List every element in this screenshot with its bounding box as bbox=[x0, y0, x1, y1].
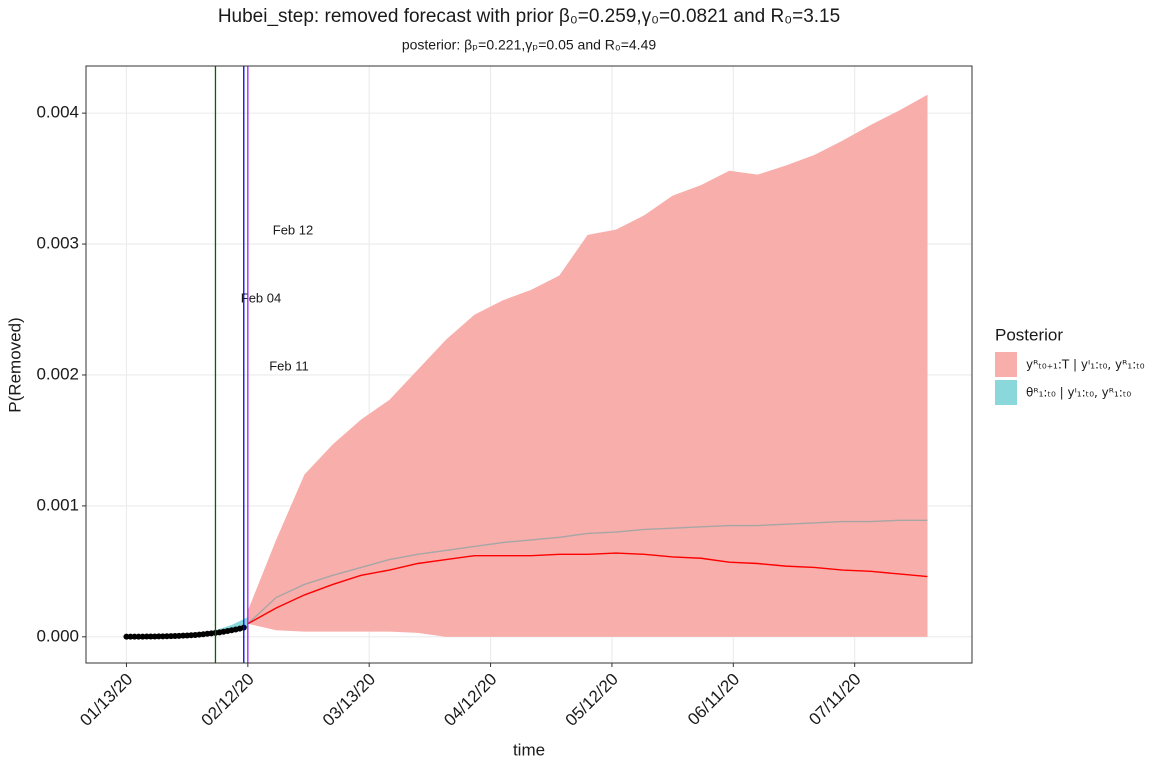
annotation: Feb 04 bbox=[241, 290, 281, 305]
annotation: Feb 11 bbox=[269, 358, 309, 373]
y-tick-label: 0.004 bbox=[36, 103, 79, 122]
line bbox=[247, 519, 928, 625]
y-tick-label: 0.003 bbox=[36, 234, 79, 253]
y-tick-label: 0.002 bbox=[36, 364, 79, 383]
y-axis-label: P(Removed) bbox=[5, 317, 24, 412]
chart-subtitle: posterior: βₚ=0.221,γₚ=0.05 and R₀=4.49 bbox=[402, 37, 657, 53]
legend-label: θᴿ₁:ₜ₀ | yᴵ₁:ₜ₀, yᴿ₁:ₜ₀ bbox=[1026, 386, 1131, 400]
legend-title: Posterior bbox=[995, 325, 1063, 344]
line bbox=[247, 552, 928, 625]
x-axis-label: time bbox=[513, 740, 545, 759]
chart-title: Hubei_step: removed forecast with prior … bbox=[218, 6, 840, 27]
legend-label: yᴿₜ₀₊₁:T | yᴵ₁:ₜ₀, yᴿ₁:ₜ₀ bbox=[1026, 358, 1145, 372]
y-tick-label: 0.001 bbox=[36, 495, 79, 514]
annotation: Feb 12 bbox=[273, 222, 313, 237]
y-tick-label: 0.000 bbox=[36, 626, 79, 645]
plot-border bbox=[85, 65, 973, 664]
band bbox=[247, 94, 928, 637]
legend-key bbox=[995, 380, 1017, 405]
legend-key bbox=[995, 352, 1017, 377]
